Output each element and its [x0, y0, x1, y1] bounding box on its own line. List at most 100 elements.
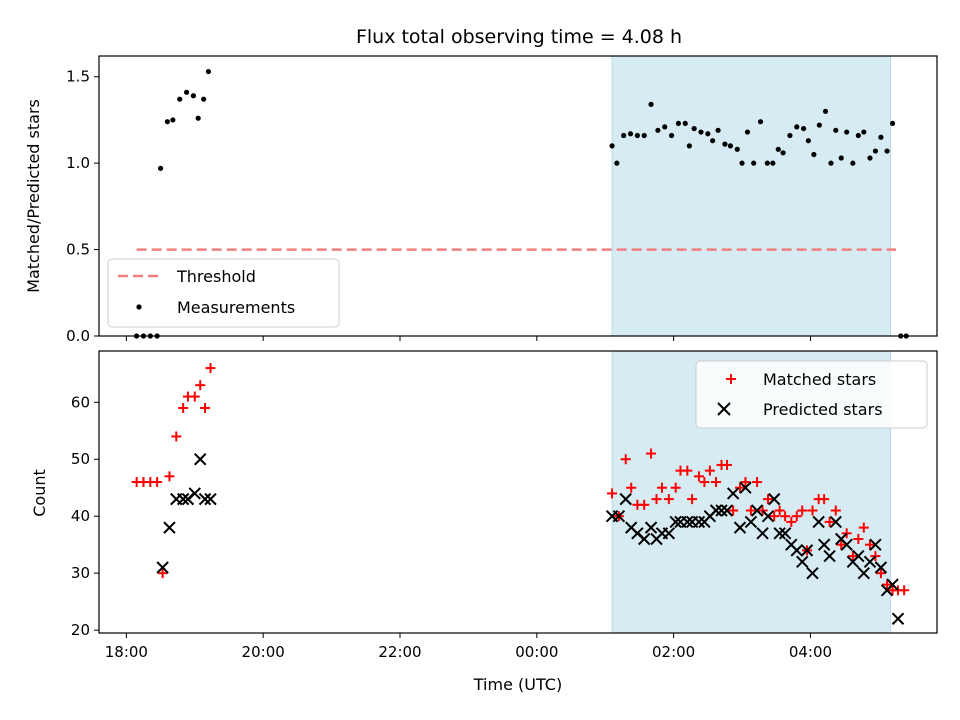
measurement-point	[627, 131, 634, 137]
predicted-star-marker	[739, 481, 752, 494]
ratio-plot-frame	[98, 55, 938, 337]
measurement-point	[770, 160, 776, 166]
measurement-point	[794, 124, 800, 130]
legend-matched-label: Matched stars	[763, 370, 876, 389]
predicted-star-marker	[767, 492, 781, 506]
matched-star-marker	[752, 477, 763, 488]
measurement-point	[884, 148, 890, 154]
count-y-tick-label: 20	[71, 621, 90, 639]
matched-star-marker	[864, 539, 875, 550]
matched-star-marker	[807, 505, 818, 516]
predicted-star-marker	[726, 487, 740, 500]
predicted-star-marker	[812, 515, 825, 529]
predicted-star-marker	[891, 612, 905, 625]
measurement-point	[816, 122, 822, 128]
matched-star-marker	[152, 477, 163, 488]
predicted-star-marker	[644, 521, 658, 534]
measurement-point	[691, 125, 697, 132]
measurement-point	[867, 155, 873, 161]
count-subplot: 20 30 40 50 60 18:00 20:00 22:00 00:00 02:00 04:0…	[30, 350, 938, 694]
measurement-point	[861, 129, 867, 135]
ratio-y-axis-title: Matched/Predicted stars	[24, 99, 43, 293]
matched-star-marker	[797, 505, 808, 516]
matched-star-marker	[651, 494, 662, 505]
predicted-star-marker	[619, 492, 632, 506]
predicted-star-marker	[681, 515, 694, 529]
ratio-legend: Threshold Measurements	[107, 258, 340, 328]
matched-star-marker	[786, 516, 797, 527]
matched-star-marker	[178, 402, 189, 413]
predicted-star-marker	[761, 510, 775, 523]
predicted-star-marker	[869, 538, 882, 551]
matched-star-marker	[780, 511, 791, 522]
x-tick-label: 02:00	[652, 643, 695, 661]
legend-predicted-swatch	[717, 402, 731, 416]
measurement-point	[715, 127, 721, 133]
measurement-point	[648, 101, 654, 107]
measurement-point	[157, 165, 164, 171]
matched-star-marker	[195, 380, 206, 391]
measurement-point	[183, 89, 190, 95]
measurement-point	[739, 160, 745, 166]
matched-star-marker	[620, 454, 631, 465]
matched-star-marker	[875, 568, 886, 579]
matched-star-marker	[704, 465, 715, 476]
measurement-point	[641, 132, 647, 139]
count-y-tick-label: 60	[71, 393, 90, 411]
matched-star-marker	[656, 482, 667, 493]
matched-star-marker	[682, 465, 693, 476]
predicted-star-marker	[829, 515, 842, 529]
measurement-point	[722, 141, 728, 147]
count-y-axis-title: Count	[30, 469, 49, 517]
predicted-star-marker	[198, 492, 212, 506]
measurement-point	[201, 96, 207, 102]
predicted-star-marker	[806, 566, 819, 580]
count-y-axis: 20 30 40 50 60	[71, 393, 99, 639]
measurement-point	[828, 160, 834, 166]
measurement-point	[844, 129, 850, 135]
predicted-star-marker	[863, 555, 877, 568]
matched-star-marker	[745, 505, 756, 516]
matched-star-marker	[819, 494, 830, 505]
matched-star-marker	[670, 482, 681, 493]
count-y-tick-label: 40	[71, 507, 90, 525]
measurement-point	[757, 119, 764, 125]
matched-star-marker	[824, 516, 835, 527]
matched-star-marker	[899, 585, 910, 596]
matched-star-marker	[607, 488, 618, 499]
predicted-star-marker	[662, 527, 676, 540]
matched-star-marker	[189, 391, 200, 402]
predicted-star-marker	[823, 549, 836, 563]
measurement-point	[195, 115, 201, 121]
matched-stars-points	[131, 363, 910, 596]
predicted-star-marker	[886, 578, 899, 591]
predicted-star-marker	[733, 521, 747, 534]
matched-star-marker	[757, 505, 768, 516]
matched-star-marker	[626, 482, 637, 493]
predicted-star-marker	[817, 538, 831, 551]
ratio-shaded-region	[611, 55, 891, 337]
measurement-point	[634, 132, 640, 139]
predicted-stars-points	[156, 453, 905, 625]
predicted-star-marker	[874, 561, 888, 574]
ratio-y-axis: 0.0 0.5 1.0 1.5	[66, 68, 99, 345]
measurement-point	[682, 120, 688, 127]
matched-star-marker	[836, 539, 847, 550]
measurement-point	[744, 129, 751, 135]
predicted-star-marker	[778, 527, 792, 540]
predicted-star-marker	[790, 544, 803, 557]
legend-measurements-label: Measurements	[177, 298, 295, 317]
predicted-star-marker	[612, 510, 626, 523]
measurement-point	[609, 143, 615, 149]
ratio-y-tick-label: 1.0	[66, 154, 90, 172]
measurement-point	[855, 132, 861, 139]
predicted-star-marker	[156, 561, 169, 574]
measurement-point	[850, 160, 856, 166]
predicted-star-marker	[744, 515, 758, 529]
count-legend-box	[695, 360, 928, 429]
matched-star-marker	[830, 505, 841, 516]
predicted-star-marker	[720, 504, 734, 517]
matched-star-marker	[646, 448, 657, 459]
matched-star-marker	[687, 494, 698, 505]
